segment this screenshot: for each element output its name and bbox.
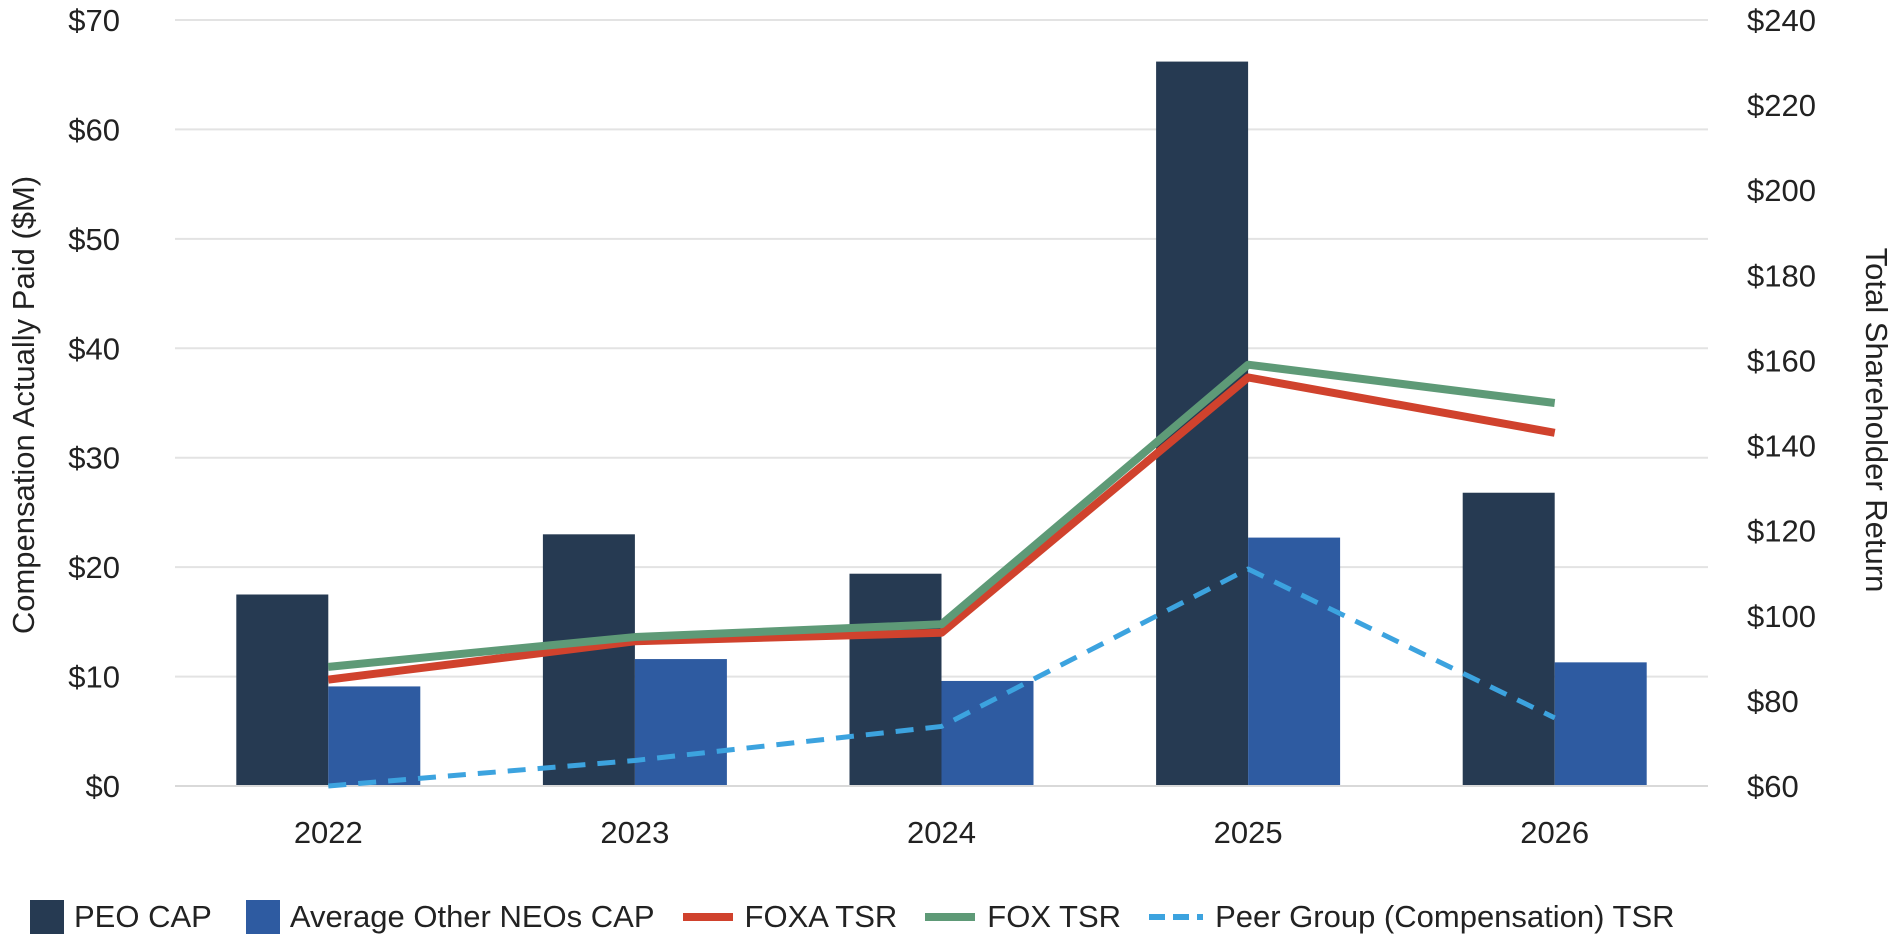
left-tick-label: $20 xyxy=(68,550,120,585)
legend-swatch-fox-tsr xyxy=(925,913,976,921)
left-tick-label: $60 xyxy=(68,112,120,147)
bar-peo-cap-2022 xyxy=(236,594,329,786)
right-tick-label: $100 xyxy=(1747,599,1816,634)
left-tick-label: $50 xyxy=(68,222,120,257)
right-tick-label: $80 xyxy=(1747,684,1799,719)
legend-label-foxa-tsr: FOXA TSR xyxy=(744,899,898,934)
legend-swatch-foxa-tsr xyxy=(682,913,733,921)
x-tick-label: 2026 xyxy=(1520,815,1589,850)
left-tick-label: $10 xyxy=(68,660,120,695)
line-fox-tsr xyxy=(327,360,1556,671)
bar-peo-cap-2026 xyxy=(1462,492,1555,786)
left-tick-label: $40 xyxy=(68,331,120,366)
bar-average-other-neos-cap-2023 xyxy=(634,659,727,786)
legend-swatch-neo-cap xyxy=(245,900,280,934)
bar-peo-cap-2024 xyxy=(849,573,942,786)
right-tick-label: $220 xyxy=(1747,88,1816,123)
legend-label-fox-tsr: FOX TSR xyxy=(987,899,1122,934)
bar-average-other-neos-cap-2022 xyxy=(328,686,421,786)
line-peer-group-compensation-tsr xyxy=(328,566,1556,789)
legend-item-peer-tsr: Peer Group (Compensation) TSR xyxy=(1149,899,1675,935)
x-tick-label: 2023 xyxy=(600,815,669,850)
legend-item-neo-cap: Average Other NEOs CAP xyxy=(245,899,655,935)
legend-label-peer-tsr: Peer Group (Compensation) TSR xyxy=(1215,899,1675,934)
right-tick-label: $240 xyxy=(1747,3,1816,38)
x-tick-label: 2025 xyxy=(1214,815,1283,850)
right-tick-label: $60 xyxy=(1747,769,1799,804)
bar-average-other-neos-cap-2026 xyxy=(1554,662,1647,786)
bars xyxy=(236,61,1647,786)
legend-swatch-peo-cap xyxy=(30,900,64,934)
right-tick-label: $180 xyxy=(1747,258,1816,293)
legend-item-foxa-tsr: FOXA TSR xyxy=(682,899,898,935)
left-tick-label: $30 xyxy=(68,441,120,476)
right-axis-ticks: $60 $80 $100 $120 $140 $160 $180 $200 $220 $240 xyxy=(1747,3,1816,804)
legend-item-peo-cap: PEO CAP xyxy=(30,899,212,935)
tsr-lines xyxy=(327,360,1556,789)
right-axis-title: Total Shareholder Return xyxy=(1859,248,1894,593)
right-tick-label: $140 xyxy=(1747,429,1816,464)
legend: PEO CAP Average Other NEOs CAP FOXA TSR … xyxy=(30,895,1890,939)
bar-average-other-neos-cap-2025 xyxy=(1248,537,1341,786)
bar-average-other-neos-cap-2024 xyxy=(941,680,1034,786)
x-axis-ticks: 2022 2023 2024 2025 2026 xyxy=(294,815,1589,850)
x-tick-label: 2022 xyxy=(294,815,363,850)
legend-label-neo-cap: Average Other NEOs CAP xyxy=(289,899,655,934)
x-tick-label: 2024 xyxy=(907,815,976,850)
legend-label-peo-cap: PEO CAP xyxy=(74,899,212,934)
left-axis-ticks: $0 $10 $20 $30 $40 $50 $60 $70 xyxy=(68,3,120,804)
left-axis-title: Compensation Actually Paid ($M) xyxy=(6,176,41,634)
right-tick-label: $160 xyxy=(1747,343,1816,378)
legend-swatch-peer-tsr xyxy=(1149,914,1204,920)
right-tick-label: $200 xyxy=(1747,173,1816,208)
bar-peo-cap-2025 xyxy=(1156,61,1249,786)
combo-chart: $0 $10 $20 $30 $40 $50 $60 $70 $60 $80 $100 $120 $1… xyxy=(6,3,1894,850)
bar-peo-cap-2023 xyxy=(542,534,635,786)
left-tick-label: $0 xyxy=(86,769,120,804)
right-tick-label: $120 xyxy=(1747,514,1816,549)
gridlines xyxy=(175,19,1708,678)
legend-item-fox-tsr: FOX TSR xyxy=(925,899,1121,935)
left-tick-label: $70 xyxy=(68,3,120,38)
line-foxa-tsr xyxy=(327,373,1556,684)
